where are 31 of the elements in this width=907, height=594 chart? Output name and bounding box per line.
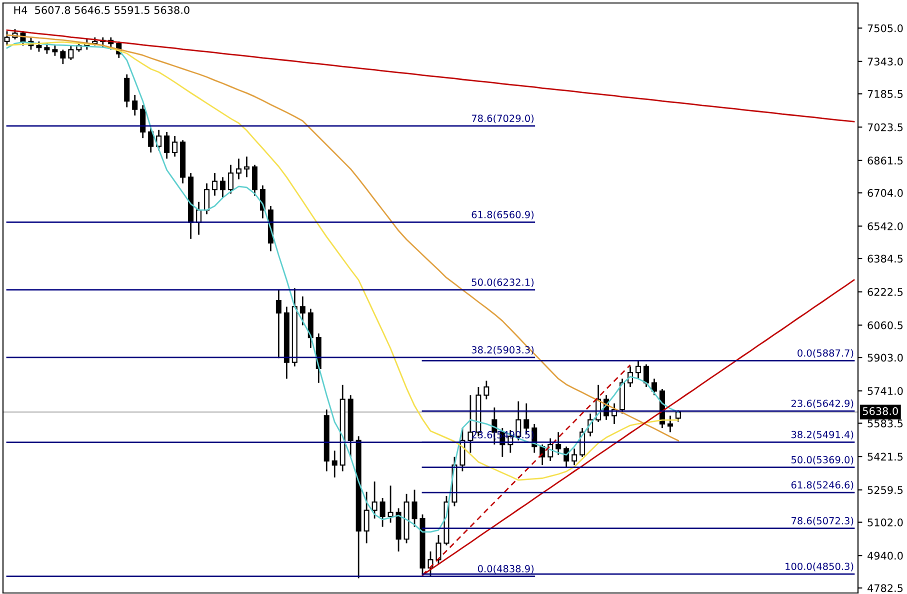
series-label: 61.8(6560.9): [472, 210, 534, 220]
y-tick-label: 4782.5: [868, 584, 903, 592]
series-label: 0.0(5887.7): [798, 349, 854, 358]
series-label: 38.2(5491.4): [791, 430, 854, 440]
y-tick-label: 5102.0: [868, 518, 903, 526]
y-tick-label: 4940.0: [868, 552, 903, 560]
y-tick-label: 7023.5: [868, 123, 903, 132]
y-tick-label: 5903.0: [868, 354, 903, 362]
ref-line-label: 5638.0: [862, 407, 898, 416]
y-tick-label: 6222.5: [868, 288, 903, 296]
y-tick-label: 7185.5: [868, 90, 903, 98]
chart-title: H4 5607.8 5646.5 5591.5 5638.0: [14, 6, 190, 14]
y-tick-label: 5259.5: [868, 486, 903, 494]
y-tick-label: 6542.0: [868, 222, 903, 230]
y-tick-label: 7343.0: [868, 58, 903, 66]
series-label: 50.0(5369.0): [792, 456, 854, 465]
y-tick-label: 6060.5: [868, 321, 903, 330]
series-label: 78.6(5072.3): [792, 516, 854, 526]
y-tick-label: 6384.5: [868, 254, 903, 263]
series-label: 61.8(5246.6): [791, 481, 854, 490]
y-tick-label: 5583.5: [868, 419, 903, 428]
series-label: 23.6(5642.9): [791, 400, 854, 408]
series-label: 0.0(4838.9): [478, 564, 534, 574]
y-tick-label: 7505.0: [868, 24, 903, 32]
y-tick-label: 5421.5: [868, 452, 903, 461]
y-tick-label: 6704.0: [868, 189, 903, 197]
y-tick-label: 6861.5: [868, 156, 903, 165]
series-label: 50.0(6232.1): [472, 278, 534, 288]
series-label: 100.0(4850.3): [786, 562, 854, 572]
y-tick-label: 5741.0: [868, 387, 903, 395]
series-label: 78.6(7029.0): [472, 114, 534, 124]
